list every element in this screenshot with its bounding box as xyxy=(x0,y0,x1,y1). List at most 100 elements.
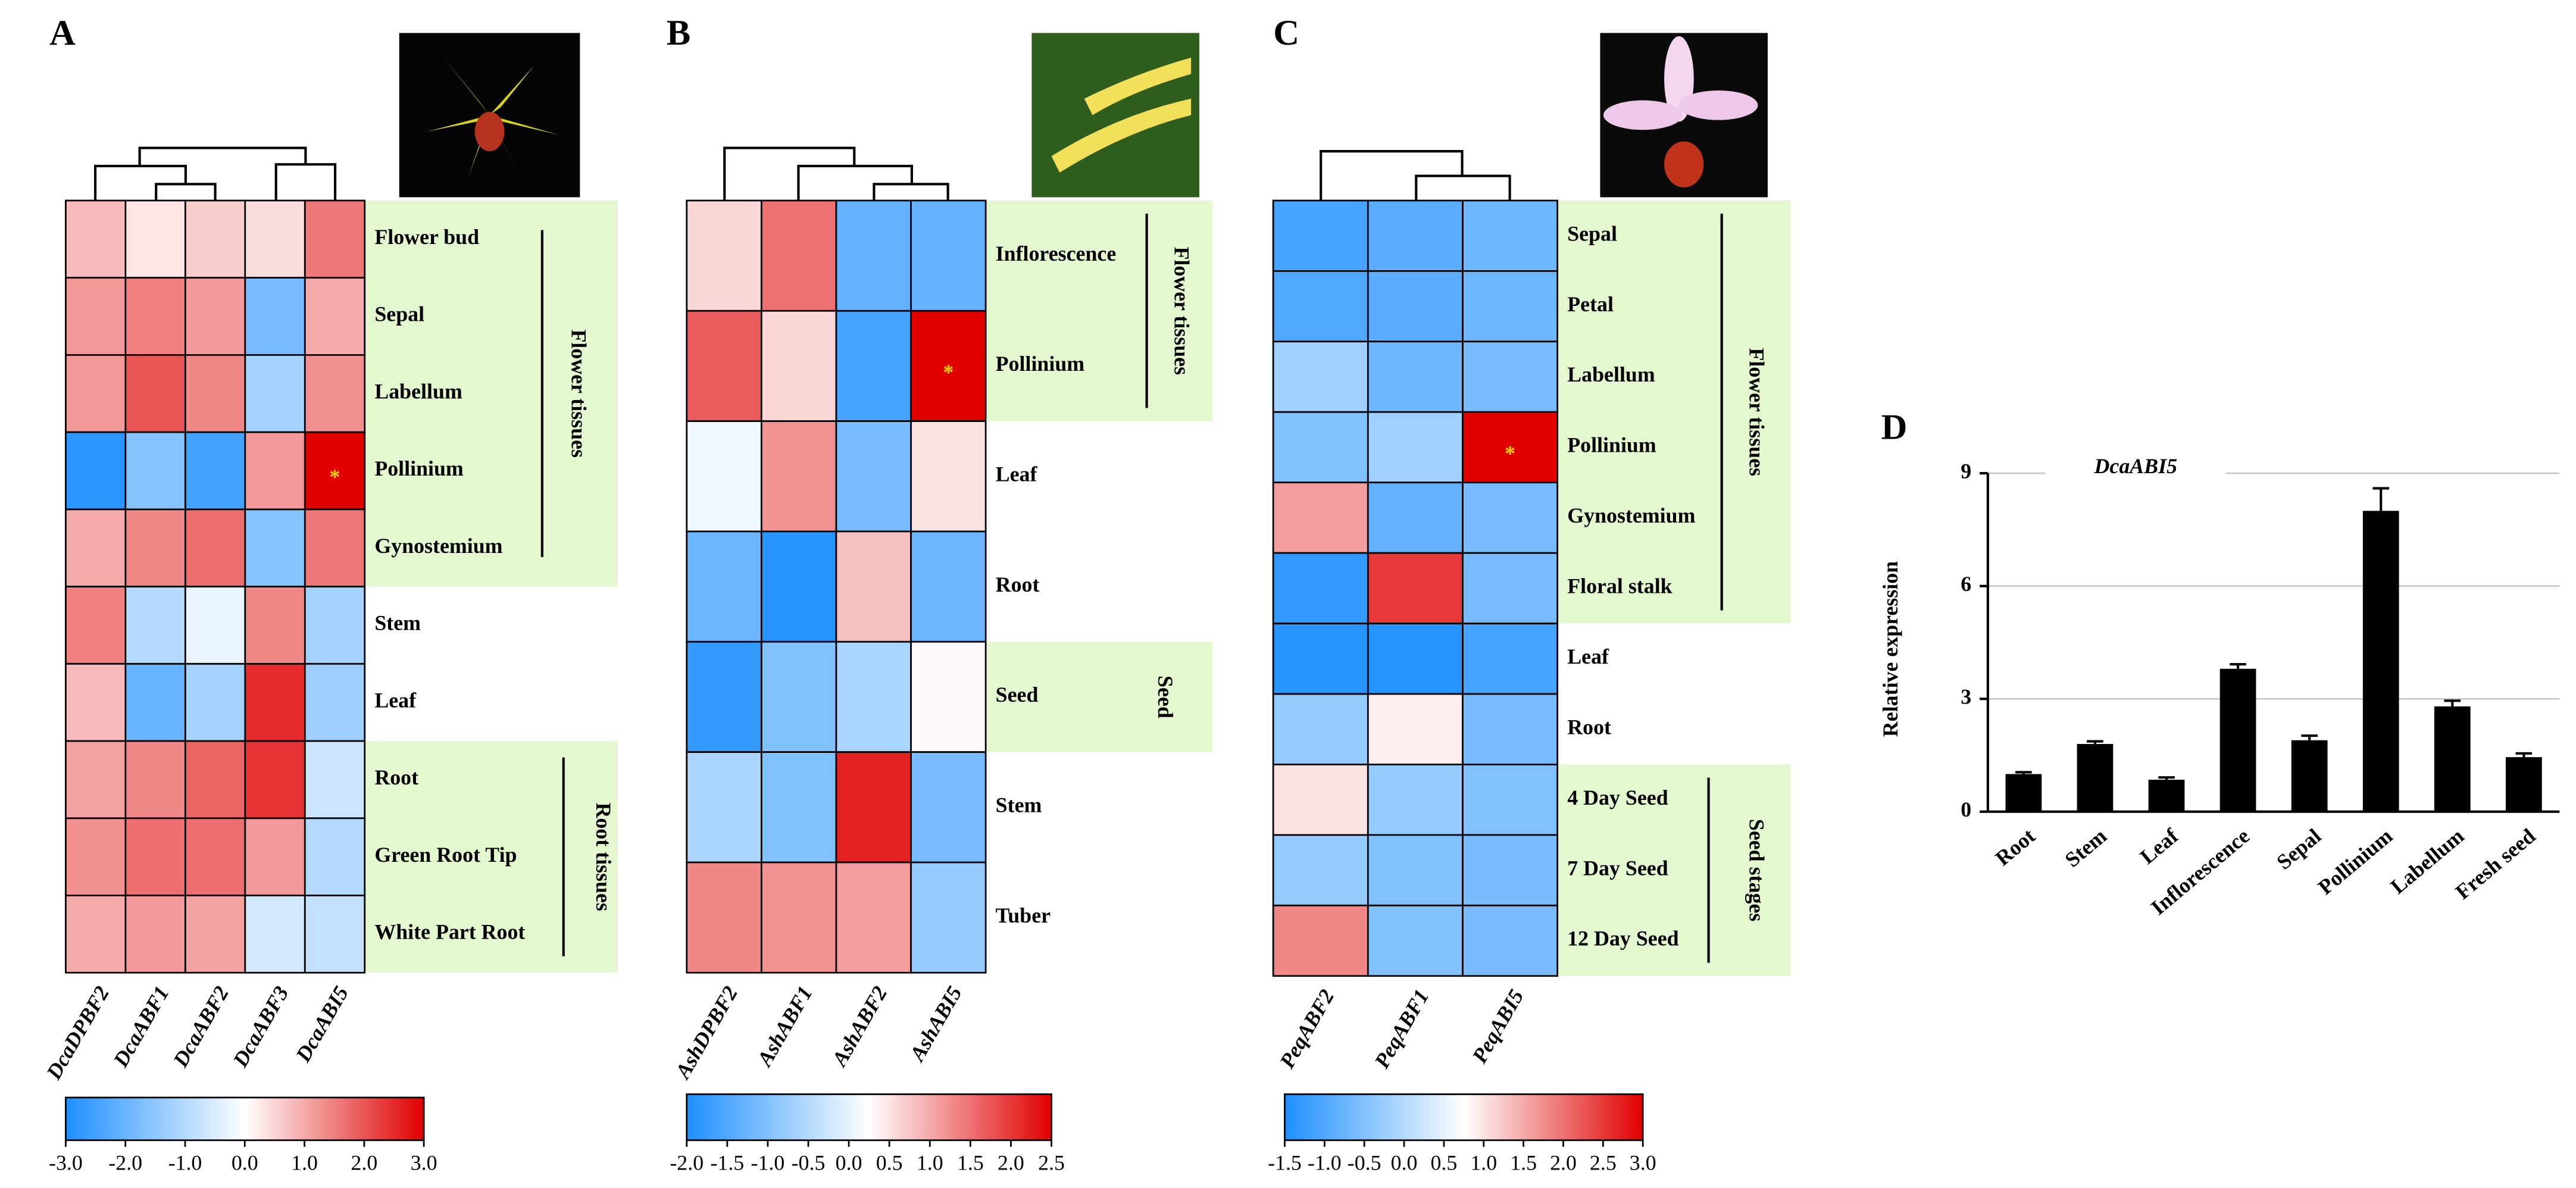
heatmap-cell xyxy=(910,309,987,422)
heatmap-cell xyxy=(1272,482,1369,554)
heatmap-cell xyxy=(760,640,837,753)
heatmap-cell xyxy=(686,861,762,974)
heatmap-cell xyxy=(65,740,127,820)
heatmap-cell xyxy=(1462,764,1559,836)
heatmap-cell xyxy=(760,309,837,422)
heatmap-cell xyxy=(760,420,837,533)
heatmap-cell xyxy=(1462,693,1559,765)
bar xyxy=(2219,668,2256,812)
chart-title: DcaABI5 xyxy=(2093,454,2177,478)
row-label: 4 Day Seed xyxy=(1567,786,1668,809)
colorbar-tick-label: -0.5 xyxy=(1348,1151,1381,1174)
row-label: Leaf xyxy=(1567,645,1609,668)
heatmap-cell xyxy=(686,751,762,864)
bar xyxy=(2148,780,2185,812)
heatmap-cell xyxy=(1272,340,1369,413)
heatmap-cell xyxy=(124,895,186,974)
row-label: Flower bud xyxy=(374,225,479,249)
column-label: AshDPBF2 xyxy=(670,982,742,1083)
heatmap-cell xyxy=(124,586,186,665)
heatmap-cell xyxy=(835,199,912,312)
heatmap-cell xyxy=(124,740,186,820)
row-label: Petal xyxy=(1567,292,1614,316)
colorbar-tick-label: 0.0 xyxy=(836,1151,862,1174)
heatmap-cell xyxy=(1367,199,1464,272)
row-label: Sepal xyxy=(374,302,424,326)
column-label: AshABF2 xyxy=(827,982,892,1071)
heatmap-cell xyxy=(244,199,306,279)
colorbar-tick-label: -1.0 xyxy=(751,1151,785,1174)
heatmap-cell xyxy=(124,354,186,433)
heatmap-cell xyxy=(686,530,762,643)
colorbar-tick-label: 2.5 xyxy=(1038,1151,1065,1174)
heatmap-cell xyxy=(304,508,366,587)
heatmap-cell xyxy=(760,199,837,312)
heatmap-cell xyxy=(1272,552,1369,624)
error-bar xyxy=(2372,487,2390,511)
bar xyxy=(2362,511,2399,812)
error-bar xyxy=(2301,734,2318,740)
y-tick-label: 0 xyxy=(1961,798,1971,821)
heatmap-cell xyxy=(184,277,246,356)
heatmap-cell xyxy=(910,530,987,643)
heatmap-cell xyxy=(686,309,762,422)
heatmap-cell xyxy=(65,354,127,433)
row-label: Inflorescence xyxy=(996,242,1117,265)
error-bar xyxy=(2515,752,2533,758)
x-tick-label: Fresh seed xyxy=(2451,824,2540,904)
row-label: Floral stalk xyxy=(1567,574,1672,598)
row-label: White Part Root xyxy=(374,920,525,944)
x-tick-label: Stem xyxy=(2061,824,2111,872)
heatmap-cell xyxy=(124,431,186,511)
row-label: Pollinium xyxy=(1567,433,1656,457)
annotation: * xyxy=(330,465,340,489)
row-label: 12 Day Seed xyxy=(1567,927,1678,951)
heatmap-cell xyxy=(244,431,306,511)
heatmap-cell xyxy=(1367,904,1464,977)
group-box xyxy=(364,741,618,973)
column-label: PeqABF1 xyxy=(1370,985,1434,1073)
colorbar-tick-label: 1.0 xyxy=(1470,1151,1497,1174)
heatmap-cell xyxy=(184,740,246,820)
heatmap-cell xyxy=(1272,411,1369,484)
colorbar-tick-label: 3.0 xyxy=(1630,1151,1656,1174)
heatmap-cell xyxy=(686,420,762,533)
group-label: Flower tissues xyxy=(1745,348,1769,476)
x-tick-label: Root xyxy=(1991,824,2040,870)
heatmap-cell xyxy=(910,640,987,753)
colorbar xyxy=(1284,1093,1644,1142)
heatmap-cell xyxy=(1272,623,1369,695)
heatmap-cell xyxy=(1272,199,1369,272)
heatmap-cell xyxy=(1367,270,1464,343)
bar xyxy=(2291,740,2328,812)
row-label: Sepal xyxy=(1567,221,1617,245)
heatmap-cell xyxy=(124,508,186,587)
heatmap-cell xyxy=(304,817,366,896)
column-label: DcaABF1 xyxy=(108,982,174,1071)
group-label: Flower tissues xyxy=(1170,246,1194,375)
colorbar-tick-label: 0.0 xyxy=(1391,1151,1418,1174)
y-tick-label: 9 xyxy=(1961,459,1971,483)
heatmap-cell xyxy=(184,817,246,896)
group-label: Root tissues xyxy=(592,802,615,911)
heatmap-cell xyxy=(184,354,246,433)
group-box xyxy=(986,642,1213,752)
heatmap-cell xyxy=(244,508,306,587)
colorbar-tick-label: -0.5 xyxy=(792,1151,826,1174)
heatmap-cell xyxy=(1272,834,1369,906)
colorbar-tick-label: -1.0 xyxy=(1308,1151,1342,1174)
column-label: AshABF1 xyxy=(752,982,817,1071)
column-label: PeqABF2 xyxy=(1274,985,1339,1073)
heatmap-cell xyxy=(184,431,246,511)
heatmap-cell xyxy=(1462,482,1559,554)
heatmap-cell xyxy=(1462,270,1559,343)
annotation: * xyxy=(1505,441,1515,465)
heatmap-cell xyxy=(1367,340,1464,413)
column-label: DcaABI5 xyxy=(290,982,353,1067)
heatmap-cell xyxy=(1462,552,1559,624)
heatmap-cell xyxy=(835,530,912,643)
heatmap-cell xyxy=(304,354,366,433)
row-label: Gynostemium xyxy=(1567,504,1695,527)
heatmap-cell xyxy=(65,586,127,665)
bar xyxy=(2434,706,2471,812)
